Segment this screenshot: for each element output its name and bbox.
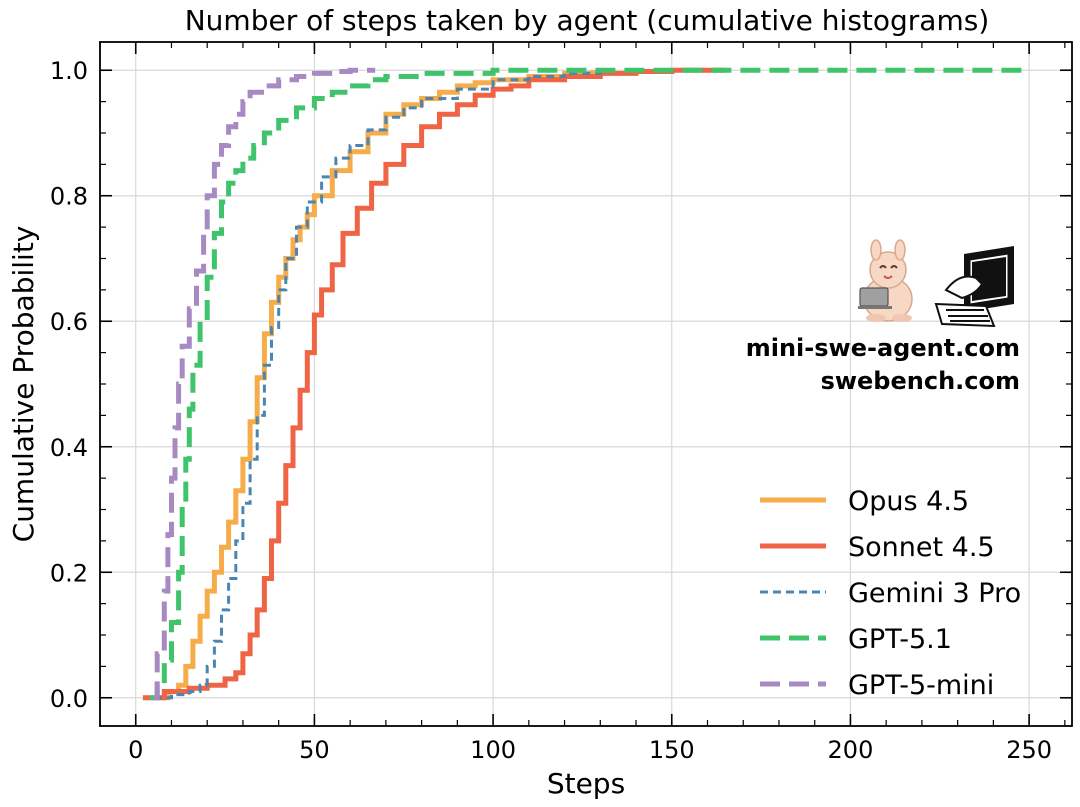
chart-title: Number of steps taken by agent (cumulati…	[185, 4, 990, 37]
x-tick-label: 150	[649, 736, 695, 764]
x-tick-label: 50	[299, 736, 330, 764]
x-axis-label: Steps	[547, 767, 625, 800]
series-line-gpt-5-mini	[153, 67, 376, 701]
computer-hand-icon	[934, 246, 1014, 328]
y-tick-label: 0.4	[50, 434, 88, 462]
ticks-layer: 0 50 100 150 200 250 0.0 0.2 0.4 0.6 0.8 1.0	[50, 42, 1072, 764]
y-tick-label: 0.0	[50, 685, 88, 713]
series-line-gemini-3-pro	[153, 70, 602, 700]
y-axis-label: Cumulative Probability	[7, 226, 40, 543]
y-tick-label: 0.8	[50, 183, 88, 211]
y-tick-label: 0.6	[50, 308, 88, 336]
legend-label-opus-4-5: Opus 4.5	[848, 486, 969, 517]
legend-label-gpt-5-1: GPT-5.1	[848, 624, 952, 655]
x-tick-label: 200	[828, 736, 874, 764]
legend-label-gpt-5-mini: GPT-5-mini	[848, 670, 994, 701]
watermark-line-1: mini-swe-agent.com	[746, 334, 1020, 362]
legend-label-sonnet-4-5: Sonnet 4.5	[848, 532, 995, 563]
plot-frame	[99, 41, 1073, 727]
y-tick-label: 0.2	[50, 559, 88, 587]
series-line-sonnet-4-5	[142, 67, 726, 701]
series-line-opus-4-5	[160, 70, 596, 701]
x-tick-label: 250	[1006, 736, 1052, 764]
grid	[100, 42, 1072, 726]
legend: Opus 4.5 Sonnet 4.5 Gemini 3 Pro GPT-5.1 GPT…	[760, 486, 1021, 701]
series-layer	[142, 67, 1022, 701]
llama-mascot-icon	[858, 239, 913, 322]
x-tick-label: 0	[128, 736, 143, 764]
watermark-line-2: swebench.com	[821, 367, 1020, 395]
x-tick-label: 100	[470, 736, 516, 764]
series-line-gpt-5-1	[150, 67, 1022, 701]
y-tick-label: 1.0	[50, 57, 88, 85]
legend-label-gemini-3-pro: Gemini 3 Pro	[848, 578, 1021, 609]
